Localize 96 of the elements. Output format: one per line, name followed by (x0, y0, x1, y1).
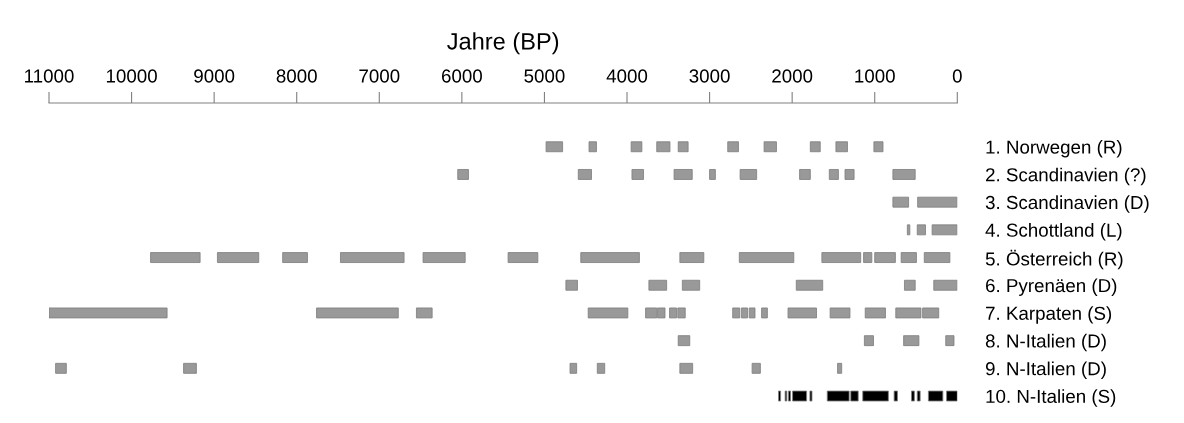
bar (681, 279, 701, 291)
bar (55, 362, 67, 374)
bar (150, 252, 201, 263)
bar (931, 224, 958, 236)
y-tick-label: 4. Schottland (L) (985, 223, 1122, 241)
bar (864, 307, 886, 319)
bar (945, 335, 955, 347)
bar (457, 169, 469, 180)
y-tick-label: 5. Österreich (R) (985, 249, 1123, 270)
bar (911, 390, 915, 402)
bar (588, 141, 597, 153)
bar (904, 279, 916, 291)
bar (927, 390, 944, 402)
bar (507, 252, 539, 263)
x-tick-label: 10000 (106, 69, 157, 83)
bar (837, 362, 843, 374)
bar (677, 141, 689, 153)
x-tick-label: 0 (952, 69, 962, 83)
bar (282, 252, 308, 263)
bar (763, 141, 777, 153)
bar (809, 390, 813, 402)
bar (580, 252, 640, 263)
bar (577, 169, 592, 180)
x-tick-label: 7000 (359, 69, 400, 83)
bar (739, 169, 758, 180)
bar (679, 362, 694, 374)
x-tick-label: 6000 (441, 69, 482, 83)
bar (761, 307, 768, 319)
bar (709, 169, 716, 180)
bar (630, 141, 643, 153)
bar (631, 169, 644, 180)
bar (422, 252, 466, 263)
bar (217, 252, 260, 263)
bar (648, 279, 668, 291)
bar (844, 169, 855, 180)
bar (821, 252, 862, 263)
bar (906, 224, 911, 236)
bar (596, 362, 606, 374)
x-tick-label: 9000 (194, 69, 235, 83)
bar (183, 362, 197, 374)
x-tick-label: 4000 (606, 69, 648, 83)
bar (916, 390, 921, 402)
bar (656, 141, 671, 153)
bar (916, 224, 926, 236)
bar (587, 307, 629, 319)
y-tick-label: 1. Norwegen (R) (986, 139, 1122, 158)
bar (799, 169, 811, 180)
bar (673, 169, 693, 180)
bar (677, 335, 691, 347)
bar (903, 335, 920, 347)
x-tick-label: 2000 (772, 69, 813, 83)
bar (565, 279, 578, 291)
bar (923, 252, 951, 263)
bar (340, 252, 405, 263)
x-tick-label: 8000 (276, 69, 317, 83)
bar (416, 307, 433, 319)
bar (892, 169, 916, 180)
y-tick-label: 10. N-Italien (S) (986, 389, 1116, 407)
bar (917, 196, 958, 208)
bar (316, 307, 399, 319)
y-tick-label: 7. Karpaten (S) (986, 306, 1112, 324)
bar (778, 390, 782, 402)
bar (863, 252, 873, 263)
bar (727, 141, 739, 153)
bar (862, 390, 889, 402)
bar (946, 390, 958, 402)
bar (795, 279, 824, 291)
bar (829, 307, 851, 319)
bar (835, 141, 848, 153)
bar (545, 141, 564, 153)
bar (809, 141, 821, 153)
x-tick-label: 3000 (689, 69, 730, 83)
bar (863, 335, 874, 347)
bar (874, 252, 896, 263)
bar (738, 252, 795, 263)
y-tick-label: 3. Scandinavien (D) (985, 195, 1149, 213)
bar (787, 307, 817, 319)
bar (49, 307, 168, 319)
bar (933, 279, 958, 291)
y-tick-label: 9. N-Italien (D) (985, 361, 1106, 380)
x-tick-label: 5000 (524, 69, 565, 83)
bar (893, 390, 898, 402)
y-tick-label: 2. Scandinavien (?) (986, 167, 1146, 186)
bar (569, 362, 578, 374)
bar (679, 252, 705, 263)
x-tick-label: 11000 (25, 69, 74, 83)
x-tick-label: 1000 (855, 69, 895, 83)
y-tick-label: 6. Pyrenäen (D) (986, 278, 1117, 296)
bar (900, 252, 917, 263)
bar (892, 196, 909, 208)
bar (828, 169, 839, 180)
bar (751, 362, 761, 374)
bar (792, 390, 808, 402)
y-tick-label: 8. N-Italien (D) (985, 333, 1106, 352)
bar (873, 141, 884, 153)
x-axis-title: Jahre (BP) (447, 32, 559, 55)
